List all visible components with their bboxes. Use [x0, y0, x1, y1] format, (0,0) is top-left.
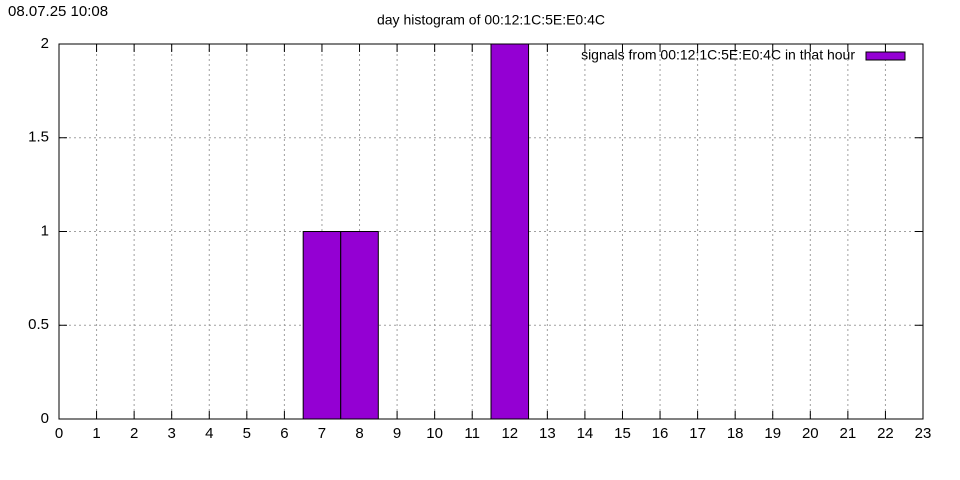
x-tick-label: 18	[727, 425, 744, 442]
x-tick-label: 23	[915, 425, 932, 442]
plot-border	[58, 43, 924, 420]
x-tick-label: 3	[168, 425, 176, 442]
x-tick-label: 0	[55, 425, 63, 442]
legend-swatch	[865, 51, 906, 61]
timestamp: 08.07.25 10:08	[8, 3, 108, 20]
bar	[302, 231, 342, 420]
x-tick-label: 20	[802, 425, 819, 442]
x-tick-label: 15	[614, 425, 631, 442]
x-tick-label: 19	[764, 425, 781, 442]
x-tick-label: 17	[689, 425, 706, 442]
legend-label: signals from 00:12:1C:5E:E0:4C in that h…	[581, 47, 855, 63]
x-tick-label: 13	[539, 425, 556, 442]
x-tick-label: 1	[92, 425, 100, 442]
x-tick-label: 22	[877, 425, 894, 442]
x-tick-label: 4	[205, 425, 213, 442]
x-tick-label: 2	[130, 425, 138, 442]
bar	[340, 231, 379, 420]
x-tick-label: 6	[280, 425, 288, 442]
y-tick-label: 2	[41, 35, 49, 52]
x-tick-label: 12	[501, 425, 518, 442]
y-tick-label: 1.5	[28, 129, 49, 146]
chart-title: day histogram of 00:12:1C:5E:E0:4C	[377, 12, 605, 28]
x-tick-label: 14	[577, 425, 594, 442]
x-tick-label: 9	[393, 425, 401, 442]
x-tick-label: 10	[426, 425, 443, 442]
y-tick-label: 1	[41, 222, 49, 239]
x-tick-label: 16	[652, 425, 669, 442]
y-tick-label: 0.5	[28, 316, 49, 333]
x-tick-label: 8	[355, 425, 363, 442]
bar	[490, 43, 530, 420]
x-tick-label: 21	[840, 425, 857, 442]
y-tick-label: 0	[41, 410, 49, 427]
x-tick-label: 5	[243, 425, 251, 442]
x-tick-label: 11	[464, 425, 480, 442]
x-tick-label: 7	[318, 425, 326, 442]
